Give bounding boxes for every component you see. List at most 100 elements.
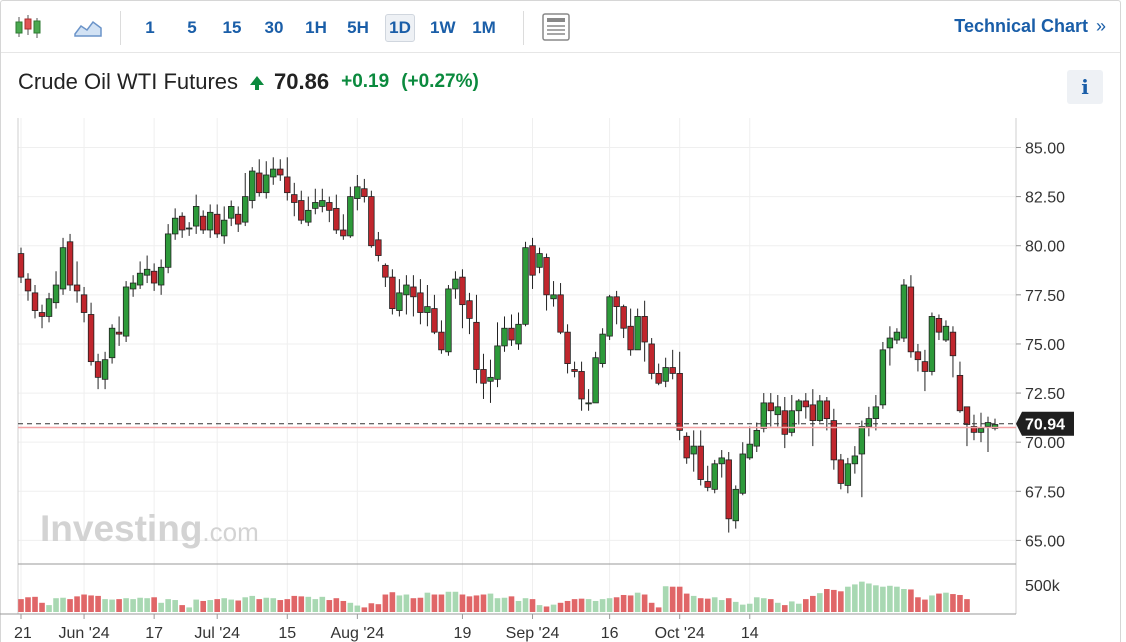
candle [914, 343, 922, 372]
candlestick-icon[interactable] [11, 11, 45, 43]
candle-body [80, 294, 88, 313]
volume-bar [817, 593, 823, 612]
candle [536, 247, 543, 274]
technical-chart-label: Technical Chart [954, 16, 1088, 36]
candle-body [410, 286, 417, 298]
volume-bar [810, 595, 816, 612]
volume-bar [221, 598, 228, 612]
volume-bar [186, 607, 192, 612]
arrow-up-icon [250, 75, 265, 90]
candle-body [844, 463, 852, 486]
candle-body [403, 284, 410, 296]
volume-axis-label: 500k [1025, 578, 1061, 595]
chevron-right-icon: » [1095, 16, 1106, 36]
volume-bar [887, 585, 893, 612]
candle-body [767, 402, 774, 412]
candle [515, 312, 522, 350]
area-chart-icon[interactable] [71, 11, 105, 43]
interval-button-1d[interactable]: 1D [385, 14, 415, 42]
volume-bar [291, 595, 298, 612]
volume-bar [494, 598, 501, 612]
interval-button-5[interactable]: 5 [187, 18, 197, 37]
candle-body [956, 374, 964, 412]
candle-body [424, 306, 431, 313]
volume-bar [725, 598, 732, 612]
candle-body [746, 443, 753, 459]
candle-body [872, 406, 880, 420]
info-button[interactable]: i [1067, 70, 1103, 104]
interval-button-30[interactable]: 30 [264, 18, 284, 37]
candle-body [52, 284, 60, 304]
candle-body [697, 445, 704, 480]
candle [206, 204, 214, 238]
candle-body [522, 247, 529, 325]
volume-bar [760, 598, 767, 612]
candle [613, 290, 620, 325]
volume-bar [249, 595, 256, 612]
candle [571, 361, 578, 378]
candle [45, 292, 53, 323]
candle-body [606, 296, 613, 337]
candle [256, 159, 263, 197]
candle-body [178, 215, 186, 231]
technical-chart-link[interactable]: Technical Chart » [954, 16, 1106, 37]
volume-bar [936, 593, 942, 612]
instrument-header: Crude Oil WTI Futures 70.86 +0.19 (+0.27… [18, 67, 479, 97]
interval-button-15[interactable]: 15 [222, 18, 242, 37]
candle [431, 294, 438, 335]
volume-bar [704, 598, 711, 612]
candle [529, 237, 536, 289]
volume-bar [718, 600, 725, 612]
volume-bar [767, 599, 774, 612]
table-icon[interactable] [539, 11, 573, 43]
volume-bar [172, 600, 178, 612]
candle-body [333, 207, 340, 231]
interval-button-1m[interactable]: 1M [472, 18, 496, 37]
volume-bar [929, 595, 935, 612]
volume-bar [669, 586, 676, 612]
candle [466, 292, 473, 335]
candle-body [760, 402, 767, 429]
candle-body [837, 459, 845, 484]
candle-body [214, 213, 221, 235]
candle [942, 320, 950, 342]
candle [963, 406, 971, 447]
candle [949, 326, 957, 378]
candle-body [298, 200, 305, 221]
candle-body [375, 239, 382, 256]
interval-button-1w[interactable]: 1W [430, 18, 456, 37]
interval-button-1h[interactable]: 1H [305, 18, 327, 37]
candle [171, 208, 179, 240]
candle [823, 396, 831, 431]
volume-bar [277, 600, 284, 612]
candle-body [466, 300, 473, 319]
candle-body [809, 404, 817, 421]
candle-body [949, 331, 957, 357]
volume-bar [838, 591, 844, 612]
candle [648, 338, 655, 380]
candle-body [192, 206, 200, 227]
candle-body [508, 327, 515, 341]
candle-body [17, 253, 25, 278]
candle-body [108, 327, 116, 359]
candle-body [774, 406, 781, 416]
interval-button-5h[interactable]: 5H [347, 18, 369, 37]
candle-body [739, 453, 746, 494]
candle-body [893, 331, 901, 341]
candle-body [354, 186, 361, 199]
candle [129, 275, 137, 297]
volume-bar [305, 596, 312, 612]
watermark-brand: Investing [40, 508, 202, 549]
candle-body [515, 323, 522, 345]
volume-bar [382, 594, 389, 612]
candle [382, 263, 389, 287]
candle [59, 237, 67, 295]
candle [157, 259, 165, 295]
volume-bar [60, 597, 66, 612]
interval-button-1[interactable]: 1 [145, 18, 155, 37]
candle [634, 308, 641, 351]
candle [228, 200, 235, 227]
candle-body [87, 314, 95, 363]
price-chart[interactable]: Investing.com 85.00 82.50 80.00 77.50 75.00 72… [0, 118, 1126, 642]
candle [31, 285, 39, 319]
